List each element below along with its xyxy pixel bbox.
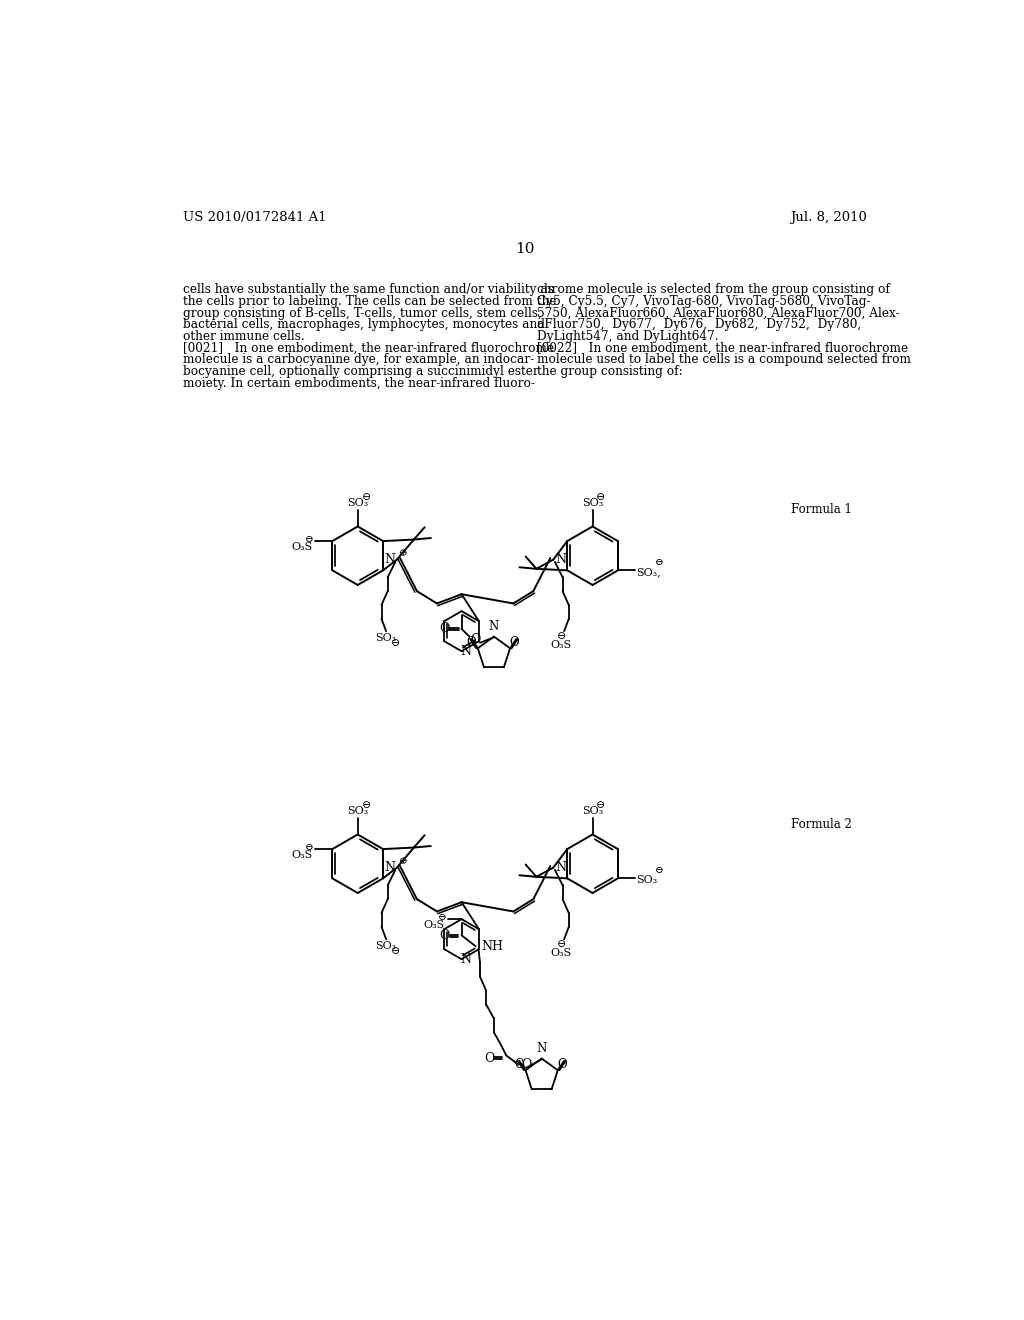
Text: O₃S: O₃S — [551, 640, 571, 651]
Text: 5750, AlexaFluor660, AlexaFluor680, AlexaFluor700, Alex-: 5750, AlexaFluor660, AlexaFluor680, Alex… — [538, 306, 900, 319]
Text: ⊖: ⊖ — [437, 913, 446, 923]
Text: SO₃,: SO₃, — [636, 566, 662, 577]
Text: O: O — [467, 636, 476, 648]
Text: ⊖: ⊖ — [556, 940, 565, 949]
Text: Formula 2: Formula 2 — [792, 817, 852, 830]
Text: US 2010/0172841 A1: US 2010/0172841 A1 — [183, 211, 327, 224]
Text: molecule is a carbocyanine dye, for example, an indocar-: molecule is a carbocyanine dye, for exam… — [183, 354, 535, 367]
Text: N: N — [555, 553, 566, 566]
Text: N: N — [461, 644, 472, 657]
Text: N: N — [384, 553, 395, 566]
Text: Jul. 8, 2010: Jul. 8, 2010 — [790, 211, 866, 224]
Text: O₃S: O₃S — [551, 948, 571, 958]
Text: moiety. In certain embodiments, the near-infrared fluoro-: moiety. In certain embodiments, the near… — [183, 376, 535, 389]
Text: ⊖: ⊖ — [655, 558, 664, 568]
Text: group consisting of B-cells, T-cells, tumor cells, stem cells,: group consisting of B-cells, T-cells, tu… — [183, 306, 542, 319]
Text: N: N — [555, 861, 566, 874]
Text: SO₃: SO₃ — [376, 632, 396, 643]
Text: O: O — [484, 1052, 495, 1065]
Text: bocyanine cell, optionally comprising a succinimidyl ester: bocyanine cell, optionally comprising a … — [183, 366, 539, 378]
Text: ⊖: ⊖ — [596, 492, 606, 502]
Text: O: O — [521, 1059, 532, 1072]
Text: ⊖: ⊖ — [391, 946, 400, 957]
Text: O: O — [510, 636, 519, 648]
Text: ⊖: ⊖ — [361, 492, 371, 502]
Text: N: N — [488, 620, 499, 634]
Text: ⊖: ⊖ — [556, 631, 565, 642]
Text: ⊕: ⊕ — [399, 858, 408, 867]
Text: [0021]   In one embodiment, the near-infrared fluorochrome: [0021] In one embodiment, the near-infra… — [183, 342, 554, 355]
Text: molecule used to label the cells is a compound selected from: molecule used to label the cells is a co… — [538, 354, 911, 367]
Text: chrome molecule is selected from the group consisting of: chrome molecule is selected from the gro… — [538, 284, 890, 296]
Text: NH: NH — [481, 940, 504, 953]
Text: [0022]   In one embodiment, the near-infrared fluorochrome: [0022] In one embodiment, the near-infra… — [538, 342, 908, 355]
Text: SO₃: SO₃ — [582, 498, 603, 508]
Text: N: N — [537, 1043, 547, 1056]
Text: O: O — [439, 929, 450, 942]
Text: ⊖: ⊖ — [361, 800, 371, 810]
Text: ⊖: ⊖ — [596, 800, 606, 810]
Text: Formula 1: Formula 1 — [792, 503, 852, 516]
Text: aFluor750,  Dy677,  Dy676,  Dy682,  Dy752,  Dy780,: aFluor750, Dy677, Dy676, Dy682, Dy752, D… — [538, 318, 861, 331]
Text: SO₃: SO₃ — [582, 807, 603, 816]
Text: O: O — [439, 622, 450, 635]
Text: SO₃: SO₃ — [376, 941, 396, 950]
Text: SO₃: SO₃ — [347, 498, 369, 508]
Text: ⊖: ⊖ — [655, 866, 664, 875]
Text: DyLight547, and DyLight647.: DyLight547, and DyLight647. — [538, 330, 719, 343]
Text: ⊕: ⊕ — [399, 549, 408, 558]
Text: O₃S: O₃S — [291, 850, 312, 861]
Text: O₃S: O₃S — [291, 543, 312, 552]
Text: 10: 10 — [515, 242, 535, 256]
Text: bacterial cells, macrophages, lymphocytes, monocytes and: bacterial cells, macrophages, lymphocyte… — [183, 318, 545, 331]
Text: SO₃: SO₃ — [636, 875, 657, 884]
Text: cells have substantially the same function and/or viability as: cells have substantially the same functi… — [183, 284, 554, 296]
Text: N: N — [384, 861, 395, 874]
Text: O: O — [558, 1057, 567, 1071]
Text: ⊖: ⊖ — [305, 535, 314, 544]
Text: O: O — [515, 1057, 524, 1071]
Text: other immune cells.: other immune cells. — [183, 330, 305, 343]
Text: the cells prior to labeling. The cells can be selected from the: the cells prior to labeling. The cells c… — [183, 294, 556, 308]
Text: O: O — [470, 634, 480, 647]
Text: SO₃: SO₃ — [347, 807, 369, 816]
Text: ⊖: ⊖ — [305, 843, 314, 851]
Text: Cy5, Cy5.5, Cy7, VivoTag-680, VivoTag-5680, VivoTag-: Cy5, Cy5.5, Cy7, VivoTag-680, VivoTag-56… — [538, 294, 870, 308]
Text: O₃S: O₃S — [423, 920, 444, 931]
Text: the group consisting of:: the group consisting of: — [538, 366, 683, 378]
Text: N: N — [461, 953, 472, 966]
Text: ⊖: ⊖ — [391, 639, 400, 648]
